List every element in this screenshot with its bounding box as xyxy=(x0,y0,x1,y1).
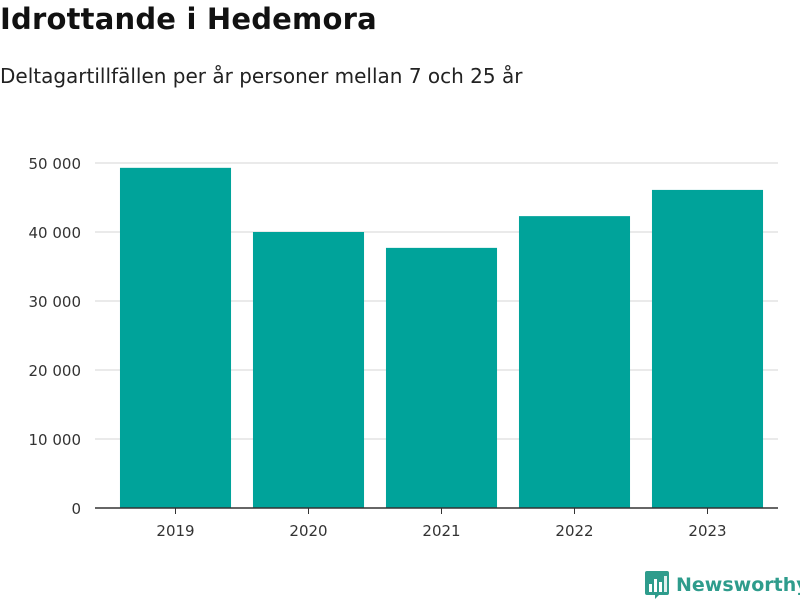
y-tick-label: 0 xyxy=(71,500,81,518)
x-tick-label: 2023 xyxy=(688,522,726,540)
x-tick-label: 2021 xyxy=(422,522,460,540)
y-tick-label: 20 000 xyxy=(29,362,82,380)
y-tick-label: 10 000 xyxy=(29,431,82,449)
y-tick-label: 50 000 xyxy=(29,155,82,173)
bar-2020 xyxy=(252,232,365,508)
bar-2023 xyxy=(651,189,764,508)
bar-2021 xyxy=(385,247,498,508)
bar-chart-bubble-icon xyxy=(645,571,669,599)
x-tick-label: 2019 xyxy=(156,522,194,540)
x-tick-label: 2020 xyxy=(289,522,327,540)
x-tick-label: 2022 xyxy=(555,522,593,540)
bar-2022 xyxy=(518,216,631,508)
bar-2019 xyxy=(119,167,232,508)
bars xyxy=(119,167,764,508)
axes: 0 10 000 20 000 30 000 40 000 50 000 2019 2020 2… xyxy=(29,155,778,540)
y-tick-label: 30 000 xyxy=(29,293,82,311)
y-tick-label: 40 000 xyxy=(29,224,82,242)
newsworthy-logo: Newsworthy xyxy=(644,570,800,600)
chart-title: Idrottande i Hedemora xyxy=(0,2,377,36)
chart-subtitle: Deltagartillfällen per år personer mella… xyxy=(0,64,523,88)
brand-name: Newsworthy xyxy=(676,574,800,596)
